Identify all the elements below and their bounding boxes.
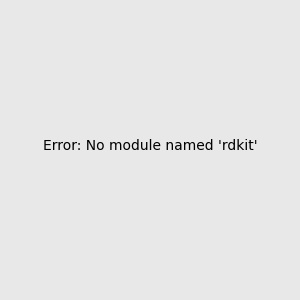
Text: Error: No module named 'rdkit': Error: No module named 'rdkit' <box>43 139 257 153</box>
